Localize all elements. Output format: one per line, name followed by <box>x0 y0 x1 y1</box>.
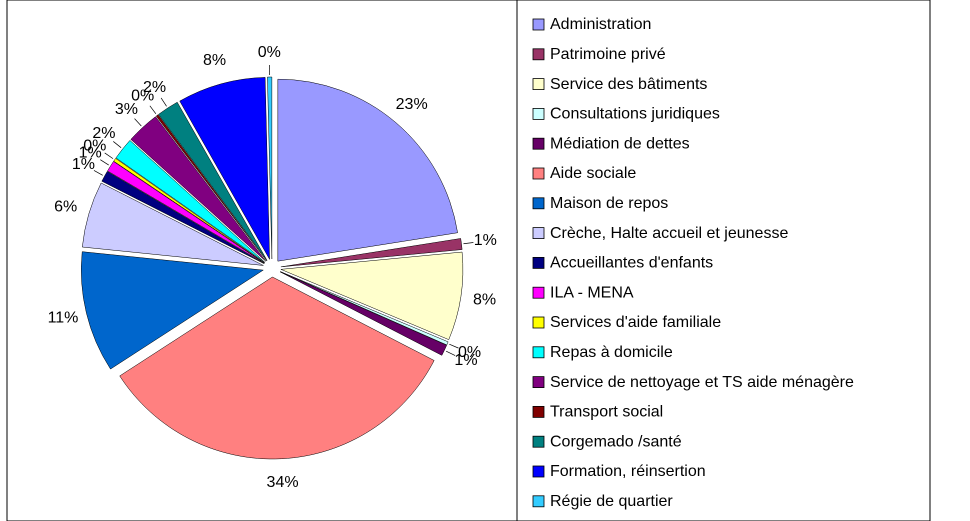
data-label: 0% <box>131 87 154 104</box>
data-label: 1% <box>474 232 497 249</box>
leader-line <box>449 343 459 349</box>
leader-line <box>149 105 157 115</box>
legend-swatch <box>532 256 545 269</box>
legend-label: Patrimoine privé <box>550 46 666 63</box>
pie-slice <box>158 101 268 261</box>
legend-swatch <box>532 78 545 90</box>
pie-slice <box>82 182 264 266</box>
legend-swatch <box>532 316 545 329</box>
legend-label: Accueillantes d'enfants <box>550 255 713 272</box>
legend-swatch <box>532 108 545 120</box>
legend-label: Administration <box>550 16 651 33</box>
leader-line <box>93 170 103 176</box>
legend-swatch <box>532 286 545 299</box>
legend-label: Transport social <box>550 404 663 421</box>
leader-line <box>100 159 109 166</box>
leader-line <box>134 118 142 127</box>
legend-swatch <box>532 405 545 418</box>
leader-line <box>160 97 167 107</box>
data-label: 23% <box>396 96 428 113</box>
chart-frame <box>6 0 931 521</box>
legend-swatch <box>532 346 545 359</box>
legend-swatch <box>532 167 545 180</box>
legend-label: Régie de quartier <box>550 493 673 510</box>
legend-swatch <box>532 48 545 61</box>
legend-swatch <box>532 18 545 31</box>
pie-slice <box>277 78 458 262</box>
pie-slice <box>81 251 264 370</box>
data-label: 0% <box>258 44 281 61</box>
pie-slice <box>107 161 265 264</box>
pie-slice <box>115 140 266 263</box>
data-label: 6% <box>54 199 77 216</box>
legend-swatch <box>532 197 545 210</box>
legend-label: Corgemado /santé <box>550 433 682 450</box>
pie-slice <box>101 171 265 264</box>
pie-slice <box>280 271 449 346</box>
pie-slice <box>119 276 435 460</box>
data-label: 1% <box>79 145 102 162</box>
pie-slice <box>113 158 265 264</box>
legend-swatch <box>532 376 545 389</box>
pie-slice <box>130 116 267 262</box>
pie-slice <box>280 271 448 356</box>
data-label: 2% <box>143 79 166 96</box>
leader-line <box>104 152 114 159</box>
data-label: 0% <box>458 344 481 361</box>
legend-label: Maison de repos <box>550 195 668 212</box>
legend-label: Service de nettoyage et TS aide ménagère <box>550 374 854 391</box>
leader-line <box>113 141 122 148</box>
data-label: 34% <box>267 474 299 491</box>
legend-label: Repas à domicile <box>550 344 673 361</box>
legend-label: Aide sociale <box>550 165 636 182</box>
legend-label: Formation, réinsertion <box>550 463 706 480</box>
data-label: 1% <box>72 156 95 173</box>
pie-slice <box>267 76 273 260</box>
legend-label: Services d'aide familiale <box>550 314 721 331</box>
data-label: 2% <box>92 125 115 142</box>
legend-label: Médiation de dettes <box>550 135 690 152</box>
pie-slice <box>179 77 270 260</box>
data-label: 0% <box>83 137 106 154</box>
data-label: 11% <box>48 310 79 327</box>
pie-slice <box>280 238 463 268</box>
legend-label: ILA - MENA <box>550 284 634 301</box>
pie-slice <box>155 114 267 261</box>
data-label: 8% <box>473 291 496 308</box>
leader-line <box>463 242 474 245</box>
data-label: 3% <box>115 101 138 118</box>
legend-swatch <box>532 495 545 508</box>
legend-label: Service des bâtiments <box>550 76 707 93</box>
leader-line <box>445 350 456 356</box>
legend-label: Crèche, Halte accueil et jeunesse <box>550 225 788 242</box>
legend-label: Consultations juridiques <box>550 106 720 123</box>
legend-swatch <box>532 465 545 478</box>
pie-slice <box>280 251 464 340</box>
legend-swatch <box>532 435 545 448</box>
legend-swatch <box>532 227 545 240</box>
legend-swatch <box>532 137 545 150</box>
data-label: 1% <box>454 352 477 369</box>
data-label: 8% <box>203 52 226 69</box>
